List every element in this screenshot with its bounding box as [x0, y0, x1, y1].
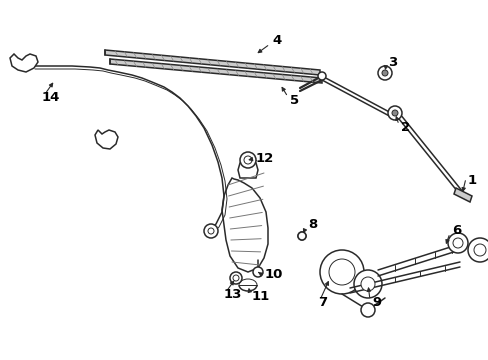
Circle shape [203, 224, 218, 238]
Circle shape [473, 244, 485, 256]
Polygon shape [110, 59, 321, 83]
Polygon shape [453, 188, 471, 202]
Text: 14: 14 [42, 90, 60, 104]
Circle shape [328, 259, 354, 285]
Circle shape [229, 272, 242, 284]
Circle shape [240, 152, 256, 168]
Circle shape [381, 70, 387, 76]
Text: 5: 5 [289, 94, 299, 107]
Circle shape [353, 270, 381, 298]
Text: 11: 11 [251, 289, 270, 302]
Circle shape [452, 238, 462, 248]
Text: 1: 1 [467, 174, 476, 186]
Circle shape [391, 110, 397, 116]
Polygon shape [238, 163, 258, 178]
Circle shape [207, 228, 214, 234]
Circle shape [360, 277, 374, 291]
Circle shape [297, 232, 305, 240]
Polygon shape [10, 54, 38, 72]
Circle shape [467, 238, 488, 262]
Text: 2: 2 [400, 121, 409, 134]
Circle shape [377, 66, 391, 80]
Circle shape [252, 267, 263, 277]
Circle shape [317, 72, 325, 80]
Circle shape [360, 303, 374, 317]
Text: 9: 9 [371, 297, 380, 310]
Text: 8: 8 [307, 217, 317, 230]
Text: 10: 10 [264, 269, 283, 282]
Text: 12: 12 [256, 152, 274, 165]
Polygon shape [222, 178, 267, 272]
Polygon shape [105, 50, 319, 75]
Circle shape [319, 250, 363, 294]
Circle shape [387, 106, 401, 120]
Text: 4: 4 [271, 33, 281, 46]
Circle shape [232, 275, 239, 281]
Text: 6: 6 [451, 224, 460, 237]
Text: 3: 3 [387, 55, 396, 68]
Text: 7: 7 [317, 297, 326, 310]
Text: 13: 13 [224, 288, 242, 302]
Circle shape [447, 233, 467, 253]
Polygon shape [95, 130, 118, 149]
Circle shape [297, 232, 305, 240]
Circle shape [244, 156, 251, 164]
